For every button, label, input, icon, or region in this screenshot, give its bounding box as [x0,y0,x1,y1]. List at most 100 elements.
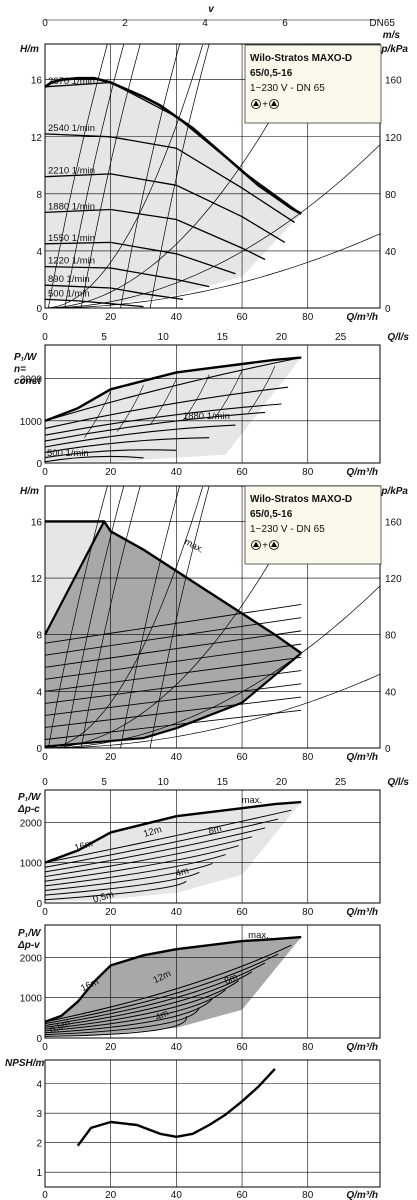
v-tick-1: 2 [122,18,128,29]
npsh-xtick-1: 20 [105,1190,117,1200]
h-dpc-setpoint-line-1 [44,696,302,728]
p1-dpc-frame [44,789,381,904]
h-dpc-setpoint-line-3 [44,670,302,704]
p1-dpv-curve-5 [44,989,226,1032]
p1-n-const-ltick-1: 5 [101,332,107,343]
speed-label-7: 500 1/min [48,288,90,299]
v-axis-label: v [208,4,215,15]
npsh-ytick-3: 4 [36,1080,42,1091]
h-n-const-ytick-2: 8 [36,190,42,201]
h-dpc-xtick-4: 80 [302,752,314,763]
p1-dpv-frame [44,924,381,1039]
h-dpc-ptick-4: 160 [385,517,402,528]
p1-dpc-xtick-0: 0 [42,907,48,918]
h-dpc-left-edge [44,520,106,636]
h-dpc-ytick-0: 0 [36,744,42,755]
p1-n-const-xtick-4: 80 [302,467,314,478]
h-dpc-pipe-curve-2 [44,494,309,749]
p1-dpv-ytick-1: 1000 [20,994,43,1005]
h-n-const-pump-icon-2 [269,99,279,109]
h-dpc-pump-icon-1-arrow [253,541,259,547]
p1-n-const-pipe-5 [248,365,276,413]
h-n-const-xtick-3: 60 [236,312,248,323]
speed-label-0: 2870 1/min [48,76,95,87]
p1-dpc-curve-8 [44,880,187,901]
npsh-xtick-4: 80 [302,1190,314,1200]
h-dpc-ptick-2: 80 [385,631,397,642]
h-n-const-velocity-line-0 [47,43,108,309]
p1-dpc-label-1: 12m [142,824,163,840]
h-dpc-setpoint-line-0 [44,709,302,740]
p1-dpc-ytick-2: 2000 [20,818,43,829]
h-n-const-ytick-3: 12 [31,133,43,144]
p1-n-const-xtick-1: 20 [105,467,117,478]
p1-n-const-pipe-2 [149,378,177,426]
h-dpc-setpoint-line-8 [44,603,302,644]
h-n-const-ytick-4: 16 [31,76,43,87]
p1-n-const-pipe-4 [215,370,243,417]
p1-dpv-curve-4 [44,980,240,1030]
p1-dpv-ytick-0: 0 [36,1034,42,1045]
h-dpc-title-1: Wilo-Stratos MAXO-D [250,494,352,505]
h-n-const-max-curve [44,76,302,215]
npsh-ytick-2: 3 [36,1109,42,1120]
p1-n-const-curve-2 [44,403,282,436]
h-dpc-title-box [244,485,382,565]
h-dpc-pipe-curve-0 [45,673,381,749]
h-dpc-ltick-2: 10 [158,777,170,788]
p1-n-const-ltick-4: 20 [276,332,288,343]
h-dpc-ytick-2: 8 [36,631,42,642]
speed-curve-1 [44,133,295,223]
p1-n-const-ltick-0: 0 [42,332,48,343]
p1-n-const-ylabel3: const [14,376,41,387]
npsh-xtick-2: 40 [171,1190,183,1200]
h-dpc-ylabel: H/m [20,486,39,497]
h-dpc-setpoint-line-4 [44,656,302,692]
h-n-const-pump-icon-1 [251,99,261,109]
p1-n-const-xtick-3: 60 [236,467,248,478]
p1-n-const-pipe-1 [117,384,144,432]
h-n-const-ytick-0: 0 [36,304,42,315]
p1-dpv-curve-8 [44,1016,187,1037]
h-dpc-xtick-2: 40 [171,752,183,763]
p1-dpv-ylabel: P₁/W [18,928,42,939]
npsh-ytick-1: 2 [36,1139,42,1150]
p1-dpc-ytick-1: 1000 [20,859,43,870]
h-n-const-frame [44,43,381,309]
p1-dpc-curve-2 [44,827,266,873]
v-tick-3: 6 [282,18,288,29]
p1-n-const-lunit: Q/l/s [387,332,409,343]
p1-n-const-ltick-5: 25 [335,332,347,343]
p1-n-const-ytick-1: 1000 [20,417,43,428]
p1-dpc-xtick-3: 60 [236,907,248,918]
p1-n-const-curve-1 [44,386,289,429]
p1-dpv-max-curve [44,935,302,1024]
p1-n-const-xtick-2: 40 [171,467,183,478]
h-dpc-ytick-3: 12 [31,574,43,585]
v-tick-0: 0 [42,18,48,29]
npsh-ytick-0: 1 [36,1168,42,1179]
h-n-const-title-1: Wilo-Stratos MAXO-D [250,53,352,64]
p1-n-const-ytick-0: 0 [36,459,42,470]
speed-curve-6 [44,284,183,301]
p1-dpv-curve-3 [44,971,253,1028]
p1-dpc-max-curve [44,800,302,864]
h-n-const-velocity-line-2 [80,43,141,309]
p1-dpc-curve-1 [44,818,279,868]
speed-label-5: 1220 1/min [48,256,95,267]
p1-dpc-xtick-1: 20 [105,907,117,918]
h-dpc-ptick-3: 120 [385,574,402,585]
h-dpc-velocity-line-3 [120,485,180,749]
p1-dpc-curve-3 [44,836,253,878]
p1-n-const-curve-6 [44,449,177,459]
h-dpc-bottom-edge [44,652,302,748]
p1-dpv-xtick-0: 0 [42,1042,48,1053]
h-dpc-ltick-0: 0 [42,777,48,788]
h-n-const-pump-icon-1-arrow [253,100,259,106]
h-dpc-ltick-5: 25 [335,777,347,788]
p1-dpv-xtick-2: 40 [171,1042,183,1053]
p1-dpv-curve-2 [44,962,266,1026]
speed-label-4: 1550 1/min [48,233,95,244]
p1-n-const-ytick-2: 2000 [20,375,43,386]
speed-label-1: 2540 1/min [48,123,95,134]
